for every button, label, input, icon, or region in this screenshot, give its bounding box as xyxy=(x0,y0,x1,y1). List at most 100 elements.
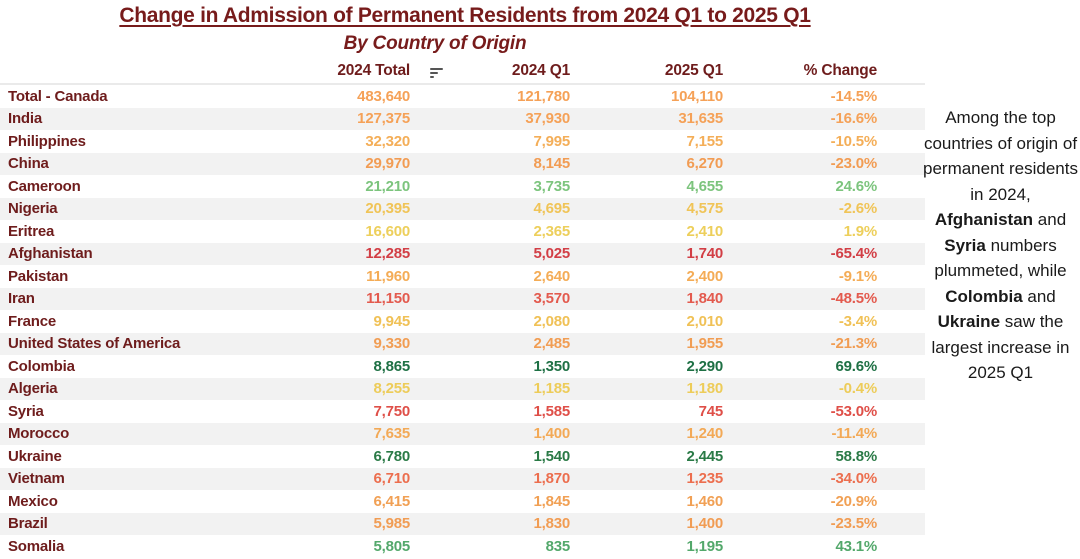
pct-change-cell: 69.6% xyxy=(835,357,877,375)
total-2024-cell: 11,960 xyxy=(366,267,410,285)
pct-change-cell: 43.1% xyxy=(835,537,877,555)
annotation-country-ukraine: Ukraine xyxy=(937,312,1001,331)
pct-change-cell: -11.4% xyxy=(831,425,878,443)
q1-2024-cell: 2,080 xyxy=(533,312,570,330)
q1-2024-cell: 121,780 xyxy=(517,87,570,105)
q1-2024-cell: 1,585 xyxy=(533,402,570,420)
pct-change-cell: -0.4% xyxy=(838,380,877,398)
pct-change-cell: 1.9% xyxy=(843,222,878,240)
table-row: Afghanistan 12,285 5,025 1,740 -65.4% xyxy=(0,242,925,265)
country-cell: China xyxy=(8,155,49,173)
q1-2025-cell: 1,840 xyxy=(686,290,723,308)
annotation-country-colombia: Colombia xyxy=(945,286,1023,306)
column-header-2024-total[interactable]: 2024 Total xyxy=(337,61,410,79)
q1-2024-cell: 1,830 xyxy=(533,515,570,533)
pct-change-cell: -53.0% xyxy=(830,402,878,420)
table-row: Philippines 32,320 7,995 7,155 -10.5% xyxy=(0,130,925,153)
total-2024-cell: 9,945 xyxy=(373,312,410,330)
country-cell: Morocco xyxy=(8,425,70,443)
q1-2024-cell: 1,350 xyxy=(533,357,570,375)
pct-change-cell: -23.5% xyxy=(830,515,878,533)
annotation-segment: and xyxy=(1022,286,1056,306)
table-body: Total - Canada 483,640 121,780 104,110 -… xyxy=(0,85,925,558)
total-2024-cell: 29,970 xyxy=(365,155,410,173)
q1-2024-cell: 1,540 xyxy=(533,447,570,465)
table-row: Mexico 6,415 1,845 1,460 -20.9% xyxy=(0,490,925,513)
q1-2024-cell: 4,695 xyxy=(533,200,570,218)
pct-change-cell: -23.0% xyxy=(830,155,878,173)
sort-descending-icon[interactable] xyxy=(430,67,444,79)
table-row: Nigeria 20,395 4,695 4,575 -2.6% xyxy=(0,197,925,220)
country-cell: Eritrea xyxy=(8,222,55,240)
country-cell: Ukraine xyxy=(8,447,62,465)
pct-change-cell: -16.6% xyxy=(830,110,878,128)
total-2024-cell: 20,395 xyxy=(365,200,410,218)
annotation-country-afghanistan: Afghanistan xyxy=(934,210,1034,229)
total-2024-cell: 12,285 xyxy=(365,245,410,263)
q1-2025-cell: 1,195 xyxy=(686,537,723,555)
q1-2024-cell: 8,145 xyxy=(533,155,570,173)
q1-2025-cell: 7,155 xyxy=(686,132,723,150)
pct-change-cell: -48.5% xyxy=(830,290,878,308)
total-2024-cell: 6,710 xyxy=(373,470,410,488)
country-cell: Algeria xyxy=(8,380,58,398)
pct-change-cell: 58.8% xyxy=(835,447,877,465)
q1-2025-cell: 1,740 xyxy=(686,245,723,263)
country-cell: Iran xyxy=(8,290,35,308)
pct-change-cell: -3.4% xyxy=(838,312,877,330)
annotation-segment: numbers plummeted, while xyxy=(934,235,1067,281)
q1-2025-cell: 1,235 xyxy=(686,470,723,488)
pct-change-cell: -9.1% xyxy=(838,267,877,285)
q1-2024-cell: 2,640 xyxy=(533,267,570,285)
q1-2024-cell: 1,185 xyxy=(533,380,570,398)
q1-2025-cell: 745 xyxy=(698,402,724,420)
total-2024-cell: 7,750 xyxy=(373,402,410,420)
table-row: Iran 11,150 3,570 1,840 -48.5% xyxy=(0,287,925,310)
table-row: India 127,375 37,930 31,635 -16.6% xyxy=(0,107,925,130)
country-cell: Vietnam xyxy=(8,470,65,488)
pct-change-cell: 24.6% xyxy=(835,177,877,195)
q1-2025-cell: 4,655 xyxy=(686,177,723,195)
total-2024-cell: 32,320 xyxy=(365,132,410,150)
country-cell: Afghanistan xyxy=(8,245,93,263)
q1-2024-cell: 3,570 xyxy=(533,290,570,308)
table-row: Ukraine 6,780 1,540 2,445 58.8% xyxy=(0,445,925,468)
page-subtitle: By Country of Origin xyxy=(343,33,527,54)
table-row: Brazil 5,985 1,830 1,400 -23.5% xyxy=(0,512,925,535)
q1-2024-cell: 1,870 xyxy=(533,470,570,488)
q1-2024-cell: 1,400 xyxy=(533,425,570,443)
total-2024-cell: 11,150 xyxy=(366,290,410,308)
q1-2024-cell: 7,995 xyxy=(533,132,570,150)
q1-2025-cell: 1,460 xyxy=(686,492,723,510)
q1-2025-cell: 6,270 xyxy=(686,155,723,173)
table-row: United States of America 9,330 2,485 1,9… xyxy=(0,332,925,355)
total-2024-cell: 21,210 xyxy=(365,177,410,195)
table-row: Cameroon 21,210 3,735 4,655 24.6% xyxy=(0,175,925,198)
table-row: Pakistan 11,960 2,640 2,400 -9.1% xyxy=(0,265,925,288)
q1-2025-cell: 2,290 xyxy=(686,357,723,375)
q1-2025-cell: 2,410 xyxy=(686,222,723,240)
country-cell: Total - Canada xyxy=(8,87,108,105)
pct-change-cell: -21.3% xyxy=(830,335,878,353)
pct-change-cell: -2.6% xyxy=(838,200,877,218)
admissions-table: 2024 Total 2024 Q1 2025 Q1 % Change Tota… xyxy=(0,58,925,558)
pct-change-cell: -34.0% xyxy=(830,470,878,488)
q1-2024-cell: 1,845 xyxy=(533,492,570,510)
table-row: Algeria 8,255 1,185 1,180 -0.4% xyxy=(0,377,925,400)
q1-2025-cell: 2,445 xyxy=(686,447,723,465)
column-header-2024-q1[interactable]: 2024 Q1 xyxy=(511,61,570,79)
annotation-country-syria: Syria xyxy=(944,235,986,255)
table-row: Colombia 8,865 1,350 2,290 69.6% xyxy=(0,355,925,378)
column-header-2025-q1[interactable]: 2025 Q1 xyxy=(664,61,723,79)
country-cell: United States of America xyxy=(8,335,181,353)
column-header-pct-change[interactable]: % Change xyxy=(803,61,878,79)
country-cell: France xyxy=(8,312,56,330)
q1-2025-cell: 1,400 xyxy=(686,515,723,533)
pct-change-cell: -14.5% xyxy=(830,87,878,105)
table-row: Syria 7,750 1,585 745 -53.0% xyxy=(0,400,925,423)
q1-2025-cell: 4,575 xyxy=(686,200,723,218)
total-2024-cell: 6,415 xyxy=(373,492,410,510)
table-row: Somalia 5,805 835 1,195 43.1% xyxy=(0,535,925,558)
total-2024-cell: 9,330 xyxy=(373,335,410,353)
q1-2025-cell: 1,240 xyxy=(686,425,723,443)
